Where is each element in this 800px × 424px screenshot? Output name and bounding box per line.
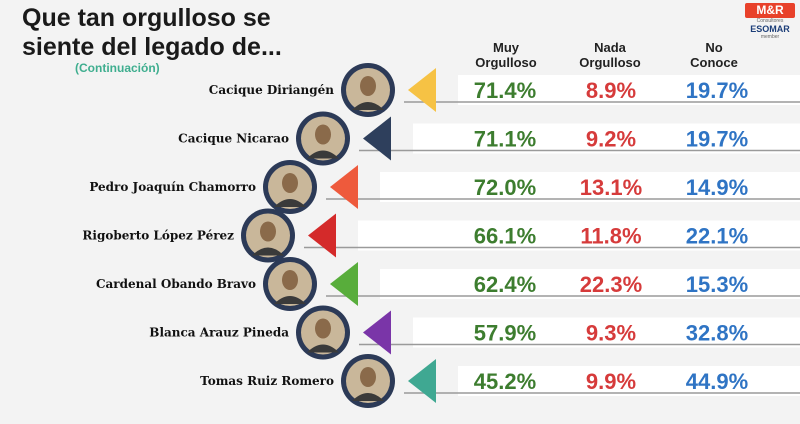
row-label: Tomas Ruiz Romero xyxy=(200,374,334,388)
row-label: Rigoberto López Pérez xyxy=(82,229,234,243)
chart-title: Que tan orgulloso se siente del legado d… xyxy=(22,4,282,62)
column-header-text: Nada Orgulloso xyxy=(579,40,641,70)
table-row: Cacique Diriangén 71.4% 8.9% 19.7% xyxy=(209,63,800,117)
value-label: 32.8% xyxy=(686,321,748,346)
row-label: Cacique Diriangén xyxy=(209,83,334,97)
indigenous-elder-portrait-icon xyxy=(296,111,350,166)
row-label: Blanca Arauz Pineda xyxy=(149,326,289,340)
column-header-no-conoce: No Conoce xyxy=(664,40,764,70)
row-arrow xyxy=(363,310,391,355)
value-label: 71.4% xyxy=(474,78,536,103)
row-label: Cardenal Obando Bravo xyxy=(96,277,256,291)
row-band xyxy=(413,317,800,348)
row-band xyxy=(458,75,800,105)
company-logo: M&R Consultores ESOMAR member xyxy=(745,3,795,40)
value-label: 9.3% xyxy=(586,321,636,346)
value-label: 19.7% xyxy=(686,78,748,103)
row-band xyxy=(413,123,800,154)
value-label: 14.9% xyxy=(686,175,748,200)
table-row: Blanca Arauz Pineda 57.9% 9.3% 32.8% xyxy=(149,305,800,360)
title-line-2: siente del legado de... xyxy=(22,33,282,61)
column-header-text: Muy Orgulloso xyxy=(475,40,537,70)
row-band xyxy=(380,172,800,202)
young-man-portrait-icon xyxy=(241,208,295,263)
logo-brand: M&R xyxy=(745,3,795,18)
table-row: Tomas Ruiz Romero 45.2% 9.9% 44.9% xyxy=(200,354,800,408)
priest-portrait-icon xyxy=(341,354,395,408)
column-header-text: No Conoce xyxy=(690,40,738,70)
column-header-nada-orgulloso: Nada Orgulloso xyxy=(560,40,660,70)
value-label: 72.0% xyxy=(474,175,536,200)
value-label: 13.1% xyxy=(580,175,642,200)
row-arrow xyxy=(330,165,358,209)
row-band xyxy=(358,220,800,251)
value-label: 11.8% xyxy=(580,224,641,249)
subtitle: (Continuación) xyxy=(75,61,160,75)
value-label: 22.3% xyxy=(580,272,642,297)
row-band xyxy=(458,366,800,396)
row-arrow xyxy=(363,116,391,161)
value-label: 71.1% xyxy=(474,127,536,152)
table-row: Pedro Joaquín Chamorro 72.0% 13.1% 14.9% xyxy=(89,160,800,214)
row-arrow xyxy=(330,262,358,306)
table-row: Rigoberto López Pérez 66.1% 11.8% 22.1% xyxy=(82,208,800,263)
row-arrow xyxy=(408,68,436,112)
value-label: 15.3% xyxy=(686,272,748,297)
man-glasses-portrait-icon xyxy=(263,160,317,214)
cardinal-portrait-icon xyxy=(263,257,317,311)
value-label: 57.9% xyxy=(474,321,536,346)
value-label: 19.7% xyxy=(686,127,748,152)
row-arrow xyxy=(308,213,336,258)
value-label: 9.9% xyxy=(586,369,636,394)
value-label: 9.2% xyxy=(586,127,636,152)
value-label: 66.1% xyxy=(474,224,536,249)
row-arrow xyxy=(408,359,436,403)
table-row: Cardenal Obando Bravo 62.4% 22.3% 15.3% xyxy=(96,257,800,311)
woman-portrait-icon xyxy=(296,305,350,360)
value-label: 22.1% xyxy=(686,224,748,249)
row-label: Pedro Joaquín Chamorro xyxy=(89,180,256,194)
logo-member: member xyxy=(760,34,780,40)
logo-esomar: ESOMAR xyxy=(750,24,790,34)
column-header-muy-orgulloso: Muy Orgulloso xyxy=(456,40,556,70)
title-line-1: Que tan orgulloso se xyxy=(22,4,271,32)
value-label: 8.9% xyxy=(586,78,636,103)
value-label: 45.2% xyxy=(474,369,536,394)
value-label: 44.9% xyxy=(686,369,748,394)
value-label: 62.4% xyxy=(474,272,536,297)
indigenous-man-portrait-icon xyxy=(341,63,395,117)
row-band xyxy=(380,269,800,299)
logo-sub: Consultores xyxy=(756,18,784,24)
row-label: Cacique Nicarao xyxy=(178,132,289,146)
table-row: Cacique Nicarao 71.1% 9.2% 19.7% xyxy=(178,111,800,166)
